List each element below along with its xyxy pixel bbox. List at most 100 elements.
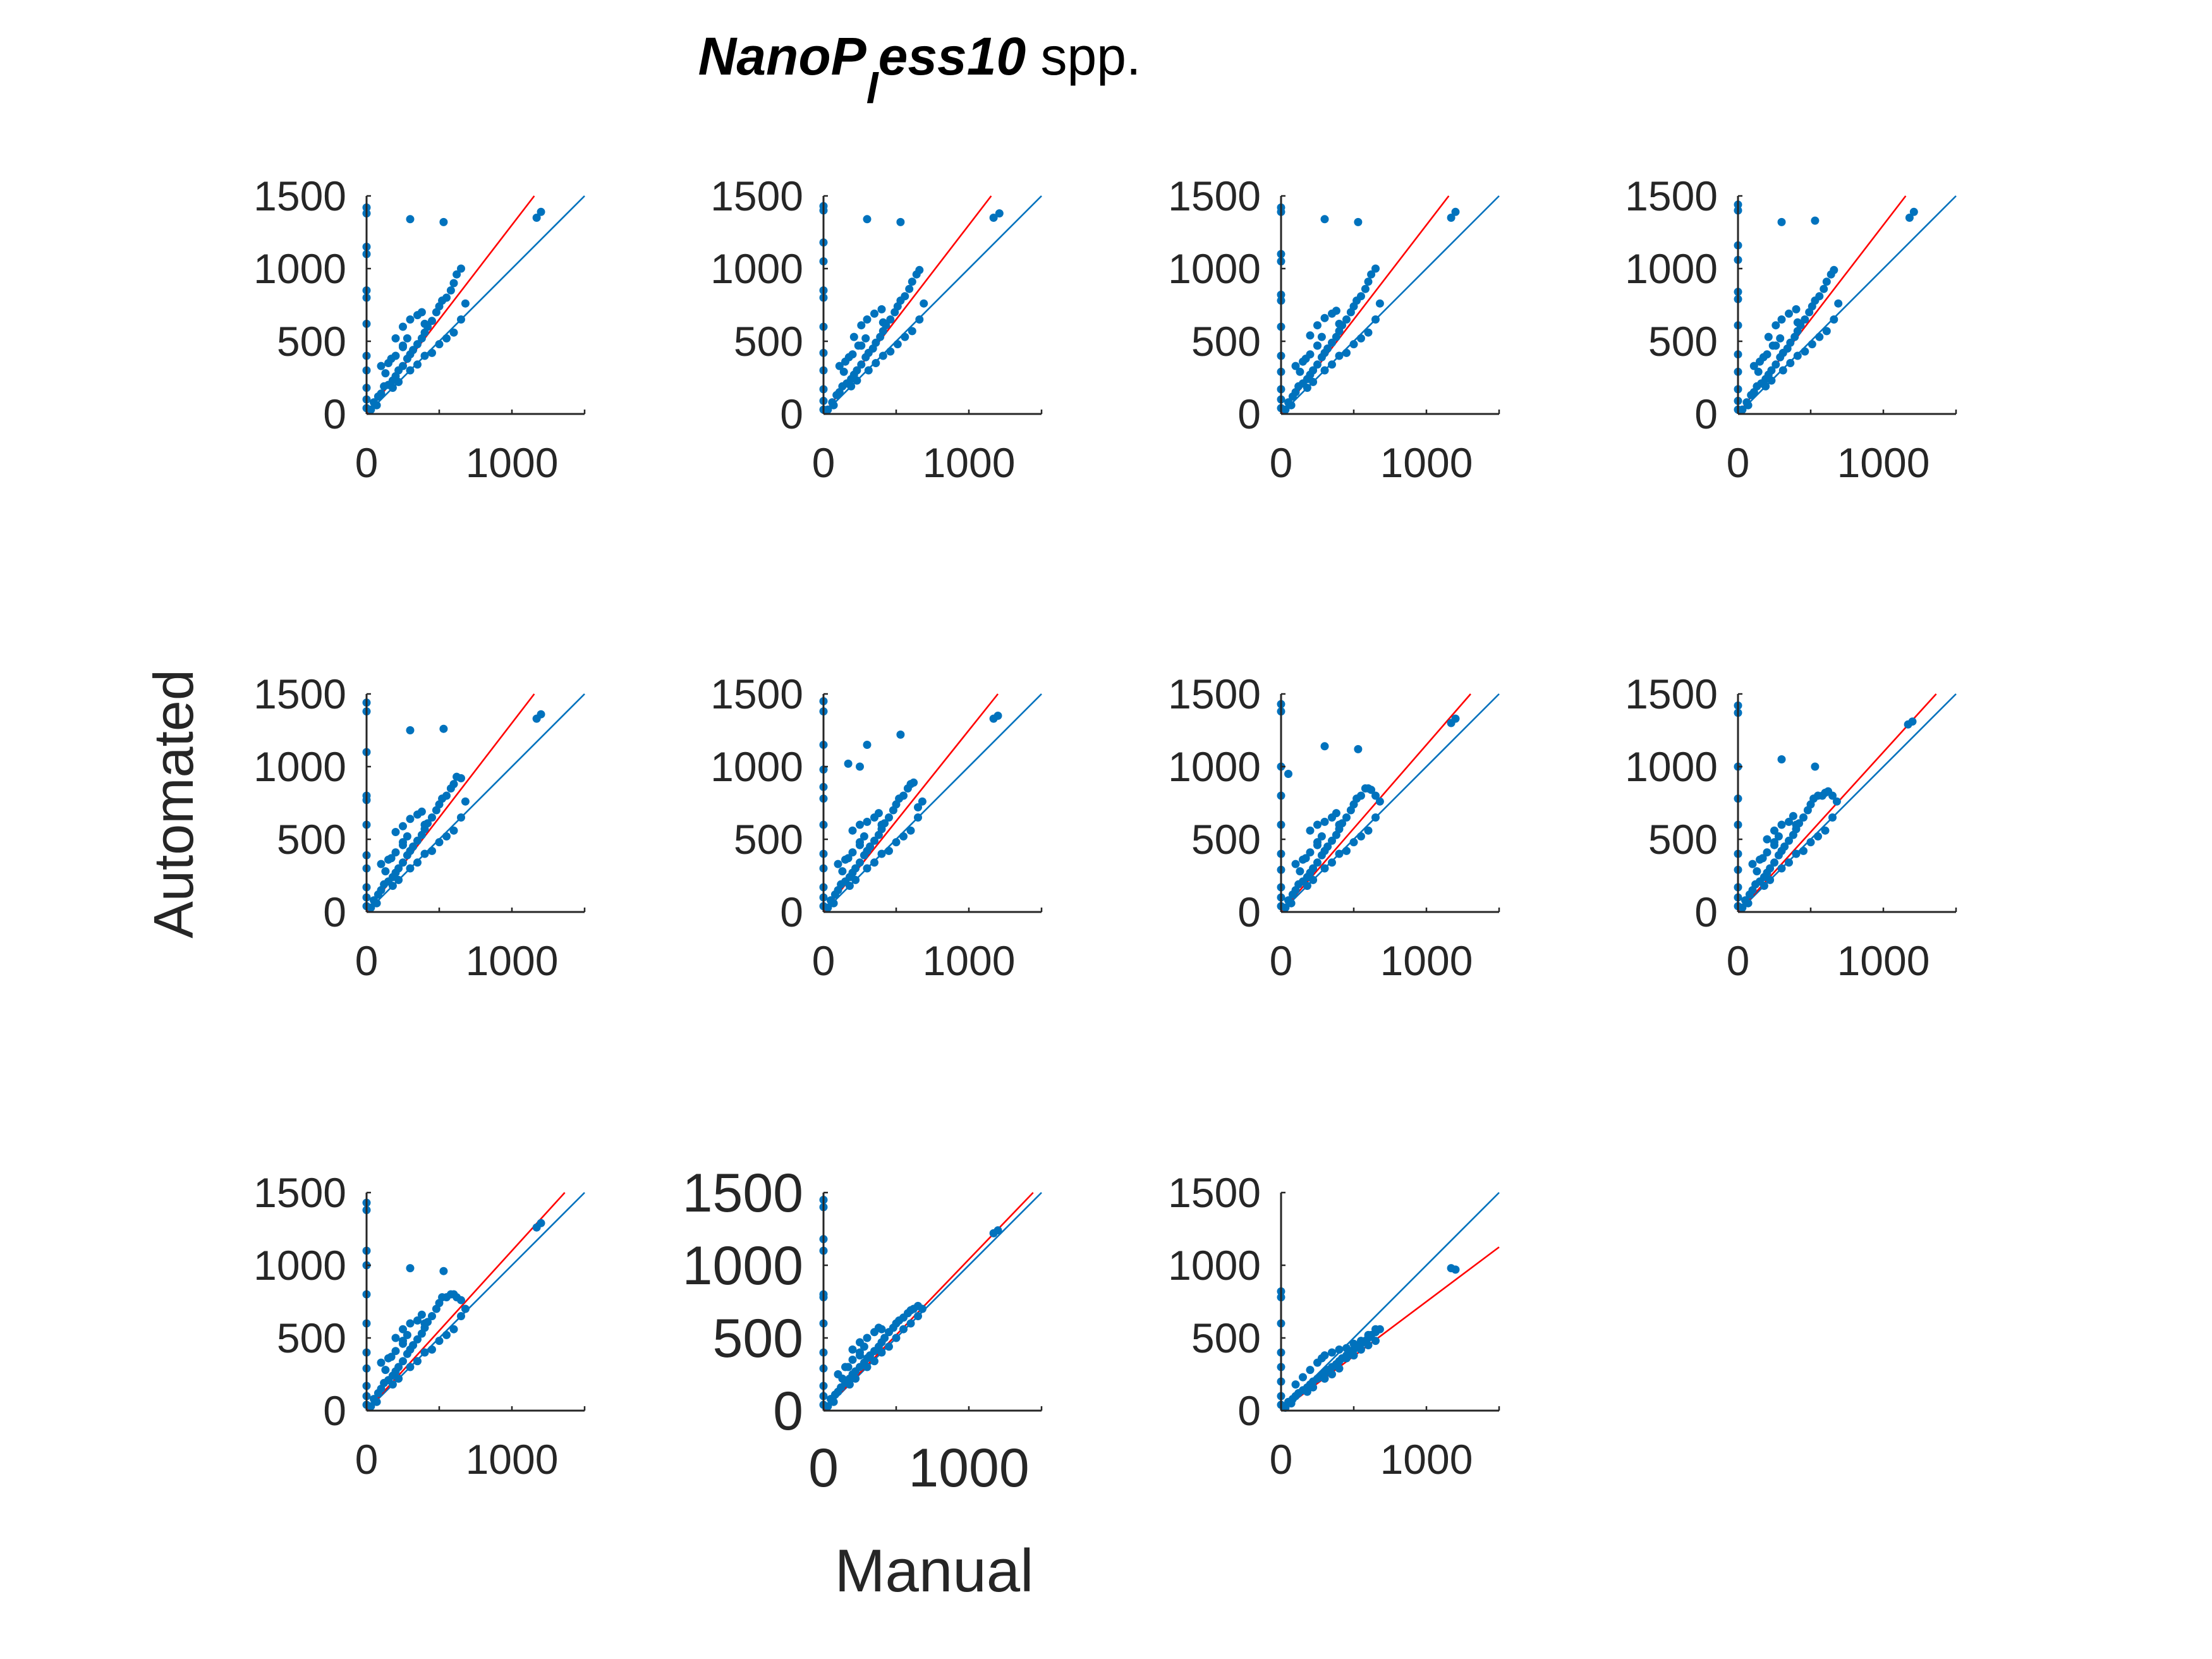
data-point — [399, 1357, 407, 1366]
data-point — [1744, 899, 1753, 908]
data-point — [1335, 319, 1344, 328]
data-point — [1748, 860, 1757, 868]
svg-text:NanoPless10 spp.: NanoPless10 spp. — [698, 27, 1141, 112]
data-point — [877, 1348, 886, 1357]
scatter-panel-3: 0 500 1000 1500 0 1000 — [1168, 173, 1500, 486]
data-point — [1815, 332, 1824, 341]
data-point — [851, 864, 860, 873]
scatter-points — [819, 1196, 1002, 1411]
data-point — [428, 1345, 436, 1354]
data-point — [844, 353, 853, 362]
data-point — [918, 1304, 927, 1313]
data-point — [1357, 1337, 1365, 1346]
fit-line — [366, 1192, 566, 1411]
data-point — [1744, 401, 1753, 410]
data-point — [1357, 832, 1365, 841]
data-point — [844, 759, 853, 768]
data-point — [1320, 864, 1329, 873]
scatter-points — [1277, 203, 1460, 414]
y-tick-label: 0 — [323, 889, 346, 935]
data-point — [439, 724, 448, 733]
data-point — [377, 860, 386, 868]
data-point — [406, 215, 415, 224]
x-tick-label: 1000 — [466, 439, 559, 486]
data-point — [1771, 360, 1780, 369]
data-point — [1357, 334, 1365, 343]
data-point — [870, 1357, 878, 1366]
data-point — [1323, 344, 1332, 353]
data-point — [920, 299, 928, 308]
data-point — [1764, 332, 1773, 341]
data-point — [1306, 1366, 1315, 1375]
scatter-points — [819, 202, 1004, 414]
y-tick-label: 500 — [1191, 816, 1261, 863]
data-point — [838, 1374, 847, 1383]
y-tick-label: 500 — [1191, 1315, 1261, 1361]
y-tick-label: 1000 — [1168, 743, 1261, 790]
data-point — [915, 265, 924, 274]
data-point — [381, 867, 390, 876]
data-point — [399, 822, 407, 830]
data-point — [1830, 315, 1838, 324]
data-point — [886, 347, 895, 356]
data-point — [1789, 811, 1797, 820]
data-point — [457, 1296, 465, 1304]
x-tick-label: 1000 — [1380, 937, 1473, 984]
data-point — [1771, 341, 1780, 350]
y-tick-label: 1500 — [253, 173, 346, 219]
data-point — [856, 1338, 864, 1347]
data-point — [399, 1325, 407, 1334]
data-point — [857, 341, 866, 350]
data-point — [1808, 340, 1816, 349]
data-point — [1777, 755, 1786, 763]
scatter-panel-2: 0 500 1000 1500 0 1000 — [710, 173, 1043, 486]
data-point — [1774, 832, 1783, 841]
x-tick-label: 1000 — [1837, 439, 1930, 486]
data-point — [1777, 864, 1786, 873]
data-point — [428, 317, 436, 325]
data-point — [1780, 842, 1789, 851]
scatter-panel-10: 0 500 1000 1500 0 1000 — [683, 1163, 1043, 1498]
data-point — [420, 1348, 429, 1357]
data-point — [857, 360, 866, 369]
y-tick-label: 500 — [713, 1308, 804, 1369]
data-point — [1778, 366, 1787, 375]
data-point — [1313, 360, 1322, 369]
x-tick-label: 0 — [812, 937, 836, 984]
data-point — [860, 832, 868, 841]
data-point — [1806, 838, 1815, 847]
data-point — [372, 401, 381, 410]
data-point — [1320, 1351, 1329, 1360]
y-tick-label: 0 — [1237, 391, 1261, 437]
data-point — [848, 848, 857, 857]
data-point — [1799, 846, 1808, 855]
data-point — [403, 832, 411, 841]
data-point — [885, 1342, 893, 1351]
data-point — [387, 1352, 396, 1361]
scatter-points — [1734, 200, 1918, 414]
identity-line — [1737, 195, 1957, 415]
data-point — [449, 328, 458, 337]
data-point — [413, 340, 422, 349]
data-point — [1375, 797, 1384, 806]
data-point — [1320, 215, 1329, 224]
scatter-points — [362, 698, 545, 912]
data-point — [1349, 340, 1358, 349]
data-point — [406, 366, 415, 375]
data-point — [1793, 351, 1802, 360]
data-point — [1811, 216, 1820, 225]
data-point — [1357, 1345, 1365, 1354]
data-point — [435, 340, 444, 349]
x-tick-label: 1000 — [466, 937, 559, 984]
data-point — [905, 284, 914, 293]
data-point — [1299, 1373, 1307, 1382]
data-point — [857, 321, 866, 330]
data-point — [1309, 377, 1318, 386]
data-point — [1792, 849, 1801, 858]
data-point — [394, 864, 403, 873]
data-point — [1335, 1364, 1344, 1373]
y-tick-label: 1500 — [1625, 173, 1718, 219]
data-point — [838, 867, 847, 876]
data-point — [1451, 1265, 1460, 1274]
y-tick-label: 500 — [1648, 318, 1718, 365]
